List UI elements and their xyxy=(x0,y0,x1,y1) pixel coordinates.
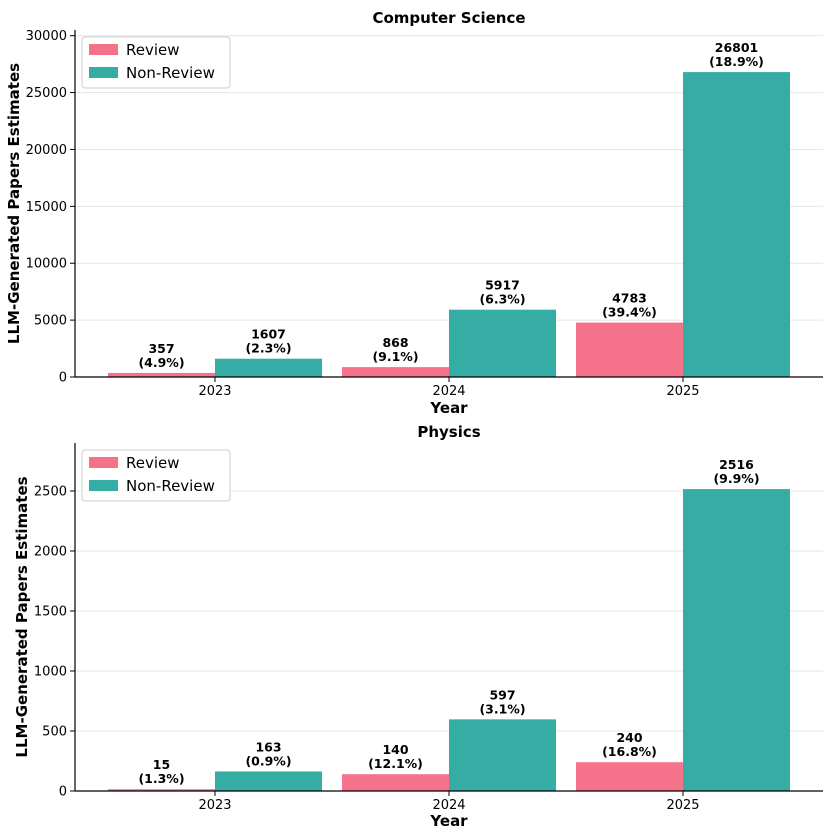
bar-value-label: 1607 xyxy=(251,327,286,342)
y-tick-label: 2000 xyxy=(34,545,67,560)
x-tick-label: 2024 xyxy=(432,384,465,399)
x-tick-label: 2025 xyxy=(666,384,699,399)
bar-percent-label: (16.8%) xyxy=(602,744,657,759)
bar-non-review-2023 xyxy=(215,771,322,791)
y-tick-label: 500 xyxy=(42,725,67,740)
bar-percent-label: (1.3%) xyxy=(138,771,184,786)
bar-review-2024 xyxy=(342,774,449,791)
y-tick-label: 2500 xyxy=(34,485,67,500)
bar-value-label: 163 xyxy=(255,739,281,754)
bar-review-2025 xyxy=(576,322,683,377)
chart-panel-2: 0 500 1000 1500 2000 2500 15(1.3%) 140(12.1%) 24… xyxy=(13,423,823,830)
y-tick-label: 15000 xyxy=(26,200,67,215)
legend-label: Review xyxy=(126,454,180,472)
y-tick-label: 5000 xyxy=(34,314,67,329)
legend-swatch-review xyxy=(89,44,118,55)
chart-title: Physics xyxy=(417,423,480,441)
bar-percent-label: (39.4%) xyxy=(602,305,657,320)
x-tick-label: 2023 xyxy=(198,798,231,813)
bar-percent-label: (18.9%) xyxy=(709,54,764,69)
bar-percent-label: (12.1%) xyxy=(368,756,423,771)
x-tick-label: 2025 xyxy=(666,798,699,813)
y-tick-label: 10000 xyxy=(26,257,67,272)
legend: Review Non-Review xyxy=(81,449,231,502)
legend: Review Non-Review xyxy=(81,36,231,89)
bar-value-label: 140 xyxy=(382,742,408,757)
bar-value-label: 868 xyxy=(382,335,408,350)
legend-swatch-review xyxy=(89,457,118,468)
chart-panel-1: 0 5000 10000 15000 20000 25000 30000 357(4.9%) 8… xyxy=(5,9,823,417)
y-tick-label: 0 xyxy=(59,785,67,800)
bar-non-review-2024 xyxy=(449,719,556,791)
chart-title: Computer Science xyxy=(372,9,525,27)
legend-swatch-non-review xyxy=(89,67,118,78)
x-axis-label: Year xyxy=(429,812,468,830)
bar-percent-label: (4.9%) xyxy=(138,355,184,370)
legend-swatch-non-review xyxy=(89,480,118,491)
bar-non-review-2025 xyxy=(683,489,790,791)
bar-review-2023 xyxy=(108,789,215,791)
bar-percent-label: (9.9%) xyxy=(713,471,759,486)
y-axis-label: LLM-Generated Papers Estimates xyxy=(13,476,31,757)
legend-label: Non-Review xyxy=(126,477,215,495)
y-axis-label: LLM-Generated Papers Estimates xyxy=(5,63,23,344)
x-tick-label: 2024 xyxy=(432,798,465,813)
bar-percent-label: (2.3%) xyxy=(245,341,291,356)
y-tick-label: 1000 xyxy=(34,665,67,680)
bar-percent-label: (3.1%) xyxy=(479,701,525,716)
bar-review-2024 xyxy=(342,367,449,377)
bar-non-review-2025 xyxy=(683,72,790,377)
y-tick-label: 30000 xyxy=(26,29,67,44)
legend-label: Non-Review xyxy=(126,64,215,82)
bar-value-label: 26801 xyxy=(715,40,759,55)
y-tick-label: 25000 xyxy=(26,86,67,101)
bar-review-2023 xyxy=(108,372,215,377)
bar-percent-label: (6.3%) xyxy=(479,292,525,307)
bar-non-review-2023 xyxy=(215,358,322,377)
bar-value-label: 597 xyxy=(489,687,515,702)
bar-value-label: 4783 xyxy=(612,291,647,306)
bar-non-review-2024 xyxy=(449,309,556,377)
y-tick-label: 1500 xyxy=(34,605,67,620)
bar-value-label: 15 xyxy=(153,757,170,772)
legend-label: Review xyxy=(126,41,180,59)
legend-frame xyxy=(81,36,231,89)
y-tick-label: 20000 xyxy=(26,143,67,158)
bar-value-label: 2516 xyxy=(719,457,754,472)
legend-frame xyxy=(81,449,231,502)
bar-value-label: 240 xyxy=(616,730,642,745)
bar-percent-label: (9.1%) xyxy=(372,349,418,364)
bar-percent-label: (0.9%) xyxy=(245,753,291,768)
y-tick-label: 0 xyxy=(59,371,67,386)
bar-value-label: 5917 xyxy=(485,278,520,293)
bar-value-label: 357 xyxy=(148,341,174,356)
x-tick-label: 2023 xyxy=(198,384,231,399)
x-axis-label: Year xyxy=(429,399,468,417)
bar-review-2025 xyxy=(576,762,683,791)
